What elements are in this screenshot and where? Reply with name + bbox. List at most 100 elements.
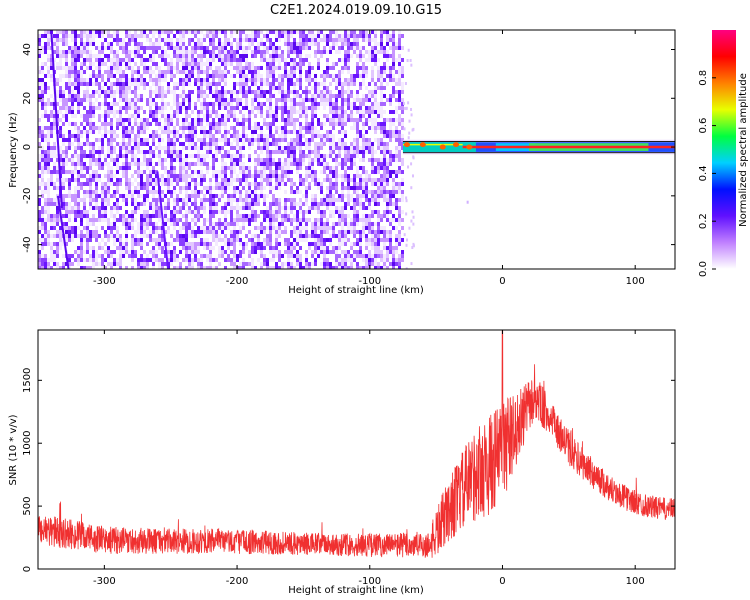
spectrogram-cell bbox=[344, 150, 347, 154]
spectrogram-cell bbox=[158, 150, 161, 154]
spectrogram-cell bbox=[269, 82, 272, 86]
spectrogram-cell bbox=[296, 226, 299, 230]
spectrogram-cell bbox=[323, 142, 326, 146]
spectrogram-cell bbox=[179, 58, 182, 62]
spectrogram-cell bbox=[233, 114, 236, 118]
spectrogram-cell bbox=[65, 178, 68, 182]
spectrogram-cell bbox=[248, 250, 251, 254]
spectrogram-cell bbox=[95, 234, 98, 238]
spectrogram-cell bbox=[89, 190, 92, 194]
spectrogram-cell bbox=[221, 118, 224, 122]
spectrogram-cell bbox=[155, 226, 158, 230]
spectrogram-cell bbox=[122, 246, 125, 250]
spectrogram-cell bbox=[80, 186, 83, 190]
spectrogram-cell bbox=[371, 214, 374, 218]
spectrogram-cell bbox=[290, 122, 293, 126]
spectrogram-cell bbox=[116, 58, 119, 62]
spectrogram-cell bbox=[272, 114, 275, 118]
spectrogram-cell bbox=[71, 174, 74, 178]
spectrogram-cell bbox=[269, 114, 272, 118]
spectrogram-cell bbox=[176, 114, 179, 118]
spectrogram-cell bbox=[275, 186, 278, 190]
spectrogram-cell bbox=[281, 150, 284, 154]
spectrogram-cell bbox=[320, 182, 323, 186]
spectrogram-cell bbox=[101, 122, 104, 126]
spectrogram-cell bbox=[365, 106, 368, 110]
spectrogram-cell bbox=[194, 186, 197, 190]
spectrogram-cell bbox=[389, 98, 392, 102]
spectrogram-cell bbox=[143, 110, 146, 114]
spectrogram-cell bbox=[350, 34, 353, 38]
spectrogram-cell bbox=[278, 62, 281, 66]
spectrogram-cell bbox=[125, 222, 128, 226]
spectrogram-cell bbox=[206, 78, 209, 82]
spectrogram-cell bbox=[146, 214, 149, 218]
spectrogram-cell bbox=[89, 126, 92, 130]
spectrogram-cell bbox=[347, 70, 350, 74]
spectrogram-cell bbox=[125, 130, 128, 134]
spectrogram-cell bbox=[284, 94, 287, 98]
spectrogram-cell bbox=[305, 154, 308, 158]
spectrogram-cell bbox=[380, 94, 383, 98]
spectrogram-cell bbox=[323, 246, 326, 250]
spectrogram-cell bbox=[38, 238, 41, 242]
spectrogram-cell bbox=[116, 86, 119, 90]
spectrogram-cell bbox=[311, 138, 314, 142]
spectrogram-cell bbox=[179, 78, 182, 82]
spectrogram-cell bbox=[212, 42, 215, 46]
spectrogram-cell bbox=[110, 46, 113, 50]
spectrogram-cell bbox=[377, 50, 380, 54]
spectrogram-cell bbox=[65, 38, 68, 42]
spectrogram-cell bbox=[293, 238, 296, 242]
spectrogram-cell bbox=[155, 106, 158, 110]
spectrogram-cell bbox=[377, 254, 380, 258]
spectrogram-cell bbox=[275, 102, 278, 106]
spectrogram-cell bbox=[182, 222, 185, 226]
spectrogram-cell bbox=[86, 194, 89, 198]
spectrogram-cell bbox=[269, 62, 272, 66]
spectrogram-cell bbox=[143, 198, 146, 202]
spectrogram-cell bbox=[194, 146, 197, 150]
spectrogram-cell bbox=[317, 118, 320, 122]
spectrogram-cell bbox=[188, 138, 191, 142]
spectrogram-cell bbox=[98, 246, 101, 250]
spectrogram-cell bbox=[269, 110, 272, 114]
spectrogram-cell bbox=[329, 250, 332, 254]
spectrogram-cell bbox=[329, 122, 332, 126]
spectrogram-cell bbox=[389, 230, 392, 234]
spectrogram-cell bbox=[281, 106, 284, 110]
spectrogram-cell bbox=[131, 190, 134, 194]
spectrogram-cell bbox=[134, 162, 137, 166]
spectrogram-cell bbox=[245, 182, 248, 186]
spectrogram-cell bbox=[122, 134, 125, 138]
spectrogram-cell bbox=[119, 262, 122, 266]
spectrogram-cell bbox=[176, 46, 179, 50]
spectrogram-cell bbox=[359, 30, 362, 34]
spectrogram-cell bbox=[350, 222, 353, 226]
spectrogram-cell bbox=[104, 194, 107, 198]
spectrogram-cell bbox=[113, 182, 116, 186]
spectrogram-cell bbox=[119, 122, 122, 126]
spectrogram-cell bbox=[242, 198, 245, 202]
spectrogram-cell bbox=[44, 50, 47, 54]
spectrogram-cell bbox=[233, 242, 236, 246]
spectrogram-cell bbox=[359, 54, 362, 58]
spectrogram-cell bbox=[329, 234, 332, 238]
spectrogram-cell bbox=[74, 166, 77, 170]
spectrogram-cell bbox=[239, 30, 242, 34]
spectrogram-cell bbox=[158, 158, 161, 162]
spectrogram-cell bbox=[221, 170, 224, 174]
spectrogram-cell bbox=[194, 230, 197, 234]
spectrogram-cell bbox=[83, 82, 86, 86]
spectrogram-cell bbox=[53, 118, 56, 122]
spectrogram-cell bbox=[272, 202, 275, 206]
spectrogram-cell bbox=[335, 258, 338, 262]
spectrogram-cell bbox=[158, 138, 161, 142]
spectrogram-cell bbox=[41, 138, 44, 142]
spectrogram-cell bbox=[80, 98, 83, 102]
spectrogram-cell bbox=[191, 90, 194, 94]
spectrogram-cell bbox=[152, 34, 155, 38]
spectrogram-cell bbox=[143, 258, 146, 262]
spectrogram-cell bbox=[68, 226, 71, 230]
spectrogram-cell bbox=[47, 190, 50, 194]
